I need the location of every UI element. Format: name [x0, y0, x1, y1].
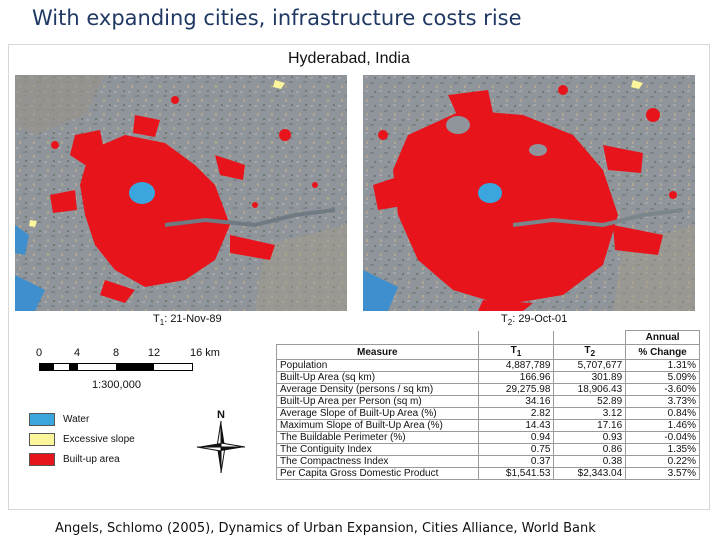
- scale-tick-label: 16 km: [190, 347, 220, 359]
- table-cell-change: 1.46%: [625, 419, 700, 432]
- table-cell-measure: Built-Up Area per Person (sq m): [276, 395, 479, 408]
- citation: Angels, Schlomo (2005), Dynamics of Urba…: [55, 521, 596, 536]
- table-cell-change: 3.73%: [625, 395, 700, 408]
- table-cell-t1: 0.94: [477, 431, 555, 444]
- table-row: Population 4,887,789 5,707,677 1.31%: [276, 359, 700, 372]
- north-arrow-icon: N: [193, 407, 249, 474]
- map-date-t2: T2: 29-Oct-01: [501, 313, 568, 328]
- table-cell-measure: The Buildable Perimeter (%): [276, 431, 479, 444]
- table-cell-t1: 29,275.98: [477, 383, 555, 396]
- satellite-map-t1: [15, 75, 347, 311]
- table-cell-t2: 0.93: [553, 431, 627, 444]
- scale-tick-label: 0: [35, 347, 43, 359]
- table-cell-t2: 52.89: [553, 395, 627, 408]
- legend-swatch: [29, 412, 55, 426]
- table-cell-t2: 18,906.43: [553, 383, 627, 396]
- table-cell-t2: 5,707,677: [553, 359, 627, 372]
- hyderabad-figure: Hyderabad, India: [8, 44, 710, 510]
- table-cell-t1: 2.82: [477, 407, 555, 420]
- table-cell-t1: 14.43: [477, 419, 555, 432]
- table-row: The Contiguity Index 0.75 0.86 1.35%: [276, 443, 700, 456]
- table-cell-measure: Maximum Slope of Built-Up Area (%): [276, 419, 479, 432]
- table-header-row-top: Annual: [276, 330, 700, 345]
- table-row: Maximum Slope of Built-Up Area (%) 14.43 1…: [276, 419, 700, 432]
- legend-item-water: Water: [29, 409, 199, 429]
- table-row: The Buildable Perimeter (%) 0.94 0.93 -0.04…: [276, 431, 700, 444]
- table-cell-t2: $2,343.04: [553, 467, 627, 480]
- column-header-t2: T2: [553, 344, 627, 360]
- legend-label: Water: [63, 413, 90, 425]
- scale-tick-label: 4: [73, 347, 81, 359]
- table-cell-t1: 4,887,789: [477, 359, 555, 372]
- slide-title: With expanding cities, infrastructure co…: [32, 6, 522, 30]
- legend-item-excessive-slope: Excessive slope: [29, 429, 199, 449]
- table-row: The Compactness Index 0.37 0.38 0.22%: [276, 455, 700, 468]
- scale-ratio: 1:300,000: [92, 379, 141, 391]
- table-cell-change: 0.22%: [625, 455, 700, 468]
- scale-tick-label: 8: [112, 347, 120, 359]
- compass-letter: N: [217, 409, 225, 421]
- table-cell-measure: The Compactness Index: [276, 455, 479, 468]
- legend-label: Built-up area: [63, 453, 120, 465]
- table-cell-t1: 34.16: [477, 395, 555, 408]
- table-cell-t2: 0.38: [553, 455, 627, 468]
- table-cell-change: 1.35%: [625, 443, 700, 456]
- table-cell-measure: Average Density (persons / sq km): [276, 383, 479, 396]
- table-cell-t2: 301.89: [553, 371, 627, 384]
- satellite-map-t2: [363, 75, 695, 311]
- scale-tick-label: 12: [147, 347, 161, 359]
- legend-label: Excessive slope: [63, 433, 135, 445]
- table-cell-measure: Population: [276, 359, 479, 372]
- column-header-t1: T1: [477, 344, 555, 360]
- legend-swatch: [29, 452, 55, 466]
- table-header-row: Measure T1 T2 % Change: [276, 344, 700, 360]
- scale-bar: 0 4 8 12 16 km 1:300,000: [31, 347, 220, 397]
- table-cell-change: -0.04%: [625, 431, 700, 444]
- table-cell-measure: The Contiguity Index: [276, 443, 479, 456]
- table-cell-t1: 166.96: [477, 371, 555, 384]
- table-cell-t1: 0.75: [477, 443, 555, 456]
- map-date-t1: T1: 21-Nov-89: [153, 313, 222, 328]
- table-cell-t1: $1,541.53: [477, 467, 555, 480]
- table-row: Built-Up Area per Person (sq m) 34.16 52.8…: [276, 395, 700, 408]
- legend-swatch: [29, 432, 55, 446]
- table-cell-t2: 0.86: [553, 443, 627, 456]
- table-row: Average Slope of Built-Up Area (%) 2.82 3.…: [276, 407, 700, 420]
- table-cell-t2: 3.12: [553, 407, 627, 420]
- table-cell-change: 5.09%: [625, 371, 700, 384]
- legend-item-built-up-area: Built-up area: [29, 449, 199, 469]
- table-cell-t2: 17.16: [553, 419, 627, 432]
- table-cell-change: 3.57%: [625, 467, 700, 480]
- map-legend: Water Excessive slope Built-up area: [29, 409, 199, 469]
- scale-bar-graphic: [39, 363, 193, 371]
- table-cell-change: 1.31%: [625, 359, 700, 372]
- table-cell-measure: Average Slope of Built-Up Area (%): [276, 407, 479, 420]
- table-row: Average Density (persons / sq km) 29,275.…: [276, 383, 700, 396]
- column-header-measure: Measure: [276, 344, 479, 360]
- column-header-percent-change: % Change: [625, 344, 700, 360]
- table-cell-change: -3.60%: [625, 383, 700, 396]
- table-cell-change: 0.84%: [625, 407, 700, 420]
- urban-expansion-table: Annual Measure T1 T2 % Change Population…: [276, 330, 700, 480]
- table-cell-measure: Per Capita Gross Domestic Product: [276, 467, 479, 480]
- map-title: Hyderabad, India: [288, 50, 410, 67]
- satellite-map-t2-image: [363, 75, 695, 311]
- satellite-map-t1-image: [15, 75, 347, 311]
- table-cell-measure: Built-Up Area (sq km): [276, 371, 479, 384]
- table-row: Built-Up Area (sq km) 166.96 301.89 5.09%: [276, 371, 700, 384]
- table-cell-t1: 0.37: [477, 455, 555, 468]
- table-row: Per Capita Gross Domestic Product $1,541.…: [276, 467, 700, 480]
- column-header-annual: Annual: [625, 330, 700, 345]
